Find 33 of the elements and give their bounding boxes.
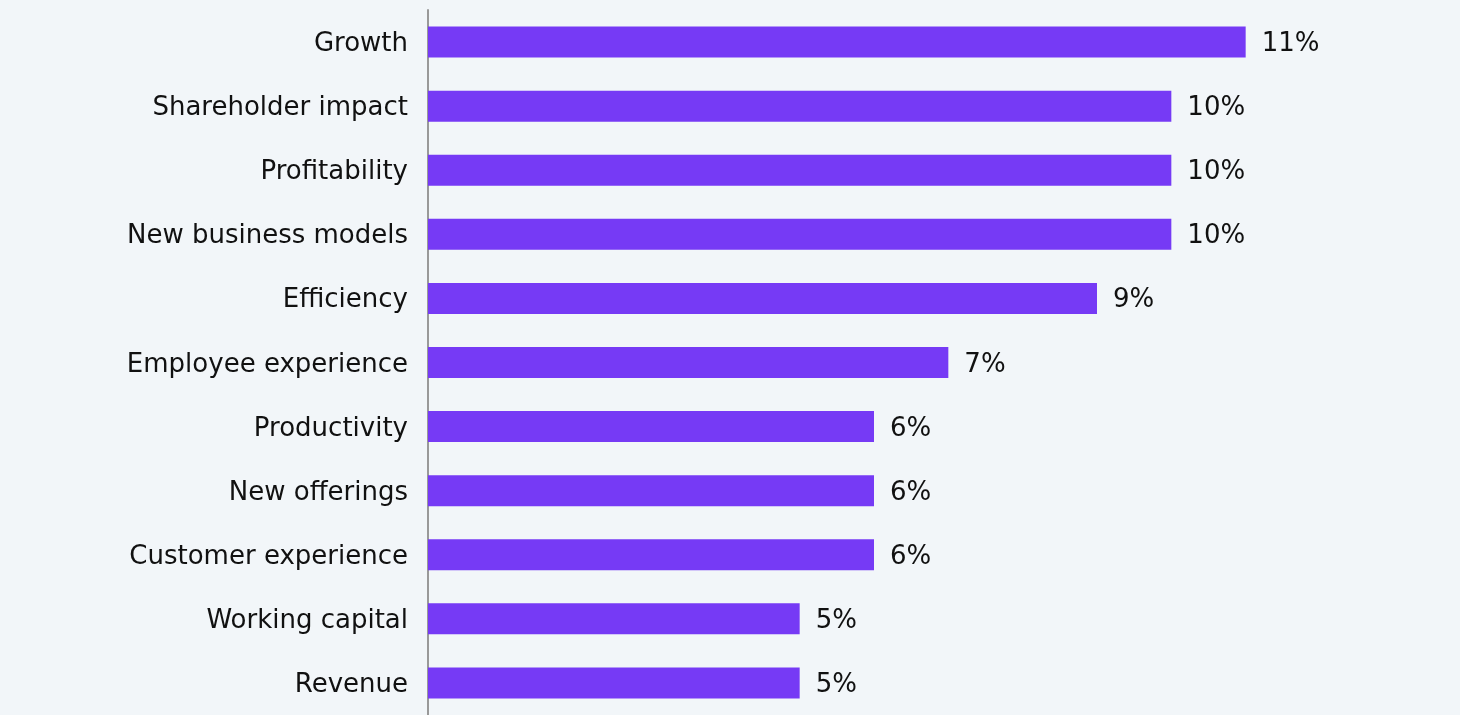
- bar: [428, 411, 874, 443]
- bar: [428, 475, 874, 507]
- data-label: 5%: [815, 667, 857, 698]
- bar: [428, 282, 1097, 314]
- bar: [428, 667, 800, 699]
- y-tick-label: Customer experience: [129, 539, 408, 570]
- bar: [428, 218, 1172, 250]
- data-label: 10%: [1187, 219, 1246, 250]
- bar: [428, 603, 800, 635]
- data-label: 10%: [1187, 91, 1246, 122]
- bar: [428, 90, 1172, 122]
- bar: [428, 347, 949, 378]
- y-tick-label: New offerings: [228, 475, 408, 506]
- y-tick-label: New business models: [126, 219, 408, 250]
- data-label: 5%: [815, 603, 857, 634]
- y-tick-label: Efficiency: [282, 283, 408, 314]
- bar: [428, 154, 1172, 186]
- y-tick-label: Productivity: [253, 411, 408, 442]
- data-label: 11%: [1261, 27, 1320, 58]
- data-label: 9%: [1113, 283, 1155, 314]
- data-label: 6%: [890, 475, 932, 506]
- data-label: 6%: [890, 411, 932, 442]
- bar: [428, 26, 1246, 58]
- data-label: 6%: [890, 539, 932, 570]
- data-label: 7%: [964, 347, 1006, 378]
- y-tick-label: Shareholder impact: [152, 91, 408, 122]
- y-tick-label: Employee experience: [126, 347, 408, 378]
- bar: [428, 539, 874, 571]
- y-tick-label: Working capital: [206, 603, 408, 634]
- y-tick-label: Profitability: [260, 155, 408, 186]
- data-label: 10%: [1187, 155, 1246, 186]
- y-tick-label: Revenue: [294, 667, 408, 698]
- y-tick-label: Growth: [313, 27, 408, 58]
